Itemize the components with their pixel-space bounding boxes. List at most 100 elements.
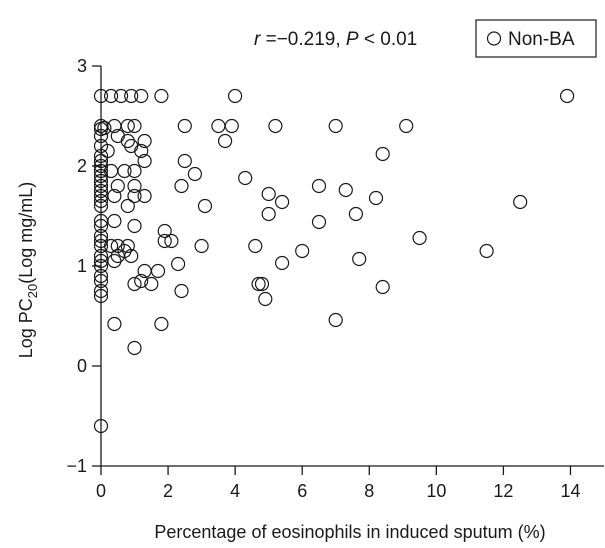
p-symbol: P <box>346 29 359 50</box>
data-point <box>103 238 119 254</box>
data-point <box>171 256 186 272</box>
data-point <box>224 118 239 134</box>
data-point <box>93 288 109 304</box>
data-point <box>311 178 327 194</box>
data-point <box>93 273 109 289</box>
data-point <box>127 218 142 234</box>
x-tick-label: 14 <box>560 481 580 501</box>
y-axis-label-prefix: Log PC <box>16 298 36 358</box>
r-value: =−0.219, <box>260 29 346 50</box>
x-tick-label: 6 <box>297 481 307 501</box>
data-point <box>134 88 149 104</box>
data-point <box>117 163 132 179</box>
x-tick-label: 2 <box>163 481 173 501</box>
data-point <box>352 251 367 267</box>
data-point <box>479 243 494 259</box>
data-point <box>93 258 109 274</box>
legend-marker <box>486 31 502 46</box>
data-point <box>134 273 149 289</box>
data-point <box>238 170 253 186</box>
data-point <box>251 276 266 292</box>
x-tick-label: 12 <box>493 481 513 501</box>
data-point <box>275 194 290 210</box>
data-point <box>93 228 109 244</box>
data-point <box>107 253 122 269</box>
data-point <box>93 418 109 434</box>
data-point <box>93 268 109 284</box>
data-point <box>120 198 135 214</box>
data-point <box>164 233 179 249</box>
data-point <box>127 178 142 194</box>
data-point <box>248 238 263 254</box>
data-point <box>399 118 414 134</box>
data-point <box>120 118 135 134</box>
data-point <box>228 88 243 104</box>
data-point <box>194 238 209 254</box>
data-point <box>154 316 169 332</box>
data-point <box>93 238 109 254</box>
data-point <box>348 206 363 222</box>
data-point <box>174 178 189 194</box>
data-point <box>97 120 112 136</box>
data-point <box>107 213 122 229</box>
data-point <box>258 291 273 307</box>
data-point <box>127 188 142 204</box>
data-point <box>177 153 192 169</box>
r-symbol: r <box>254 29 261 50</box>
y-axis-label-suffix: (Log mg/mL) <box>16 182 36 284</box>
data-point <box>107 188 122 204</box>
data-point <box>93 193 109 209</box>
data-point <box>328 312 343 328</box>
data-point <box>93 183 109 199</box>
data-point <box>375 146 390 162</box>
data-point <box>124 88 139 104</box>
data-point <box>559 88 575 104</box>
data-point <box>261 186 276 202</box>
data-point <box>127 118 142 134</box>
data-point <box>137 188 152 204</box>
data-point <box>93 148 109 164</box>
data-point <box>93 128 109 144</box>
data-point <box>93 248 109 264</box>
y-tick-label: 3 <box>77 56 87 76</box>
data-point <box>93 163 109 179</box>
legend: Non-BA <box>475 19 597 58</box>
data-point <box>154 88 169 104</box>
data-point <box>93 198 109 214</box>
data-point <box>375 279 390 295</box>
x-tick-label: 10 <box>426 481 446 501</box>
x-axis-label: Percentage of eosinophils in induced spu… <box>154 522 545 542</box>
y-tick-label: 2 <box>77 156 87 176</box>
data-point <box>177 118 192 134</box>
data-point <box>254 276 270 292</box>
data-point <box>328 118 343 134</box>
data-point <box>93 88 109 104</box>
data-point <box>93 218 109 234</box>
data-point <box>275 255 290 271</box>
data-point <box>137 153 152 169</box>
data-point <box>187 166 202 182</box>
data-point <box>144 276 159 292</box>
data-point <box>412 230 427 246</box>
x-tick-label: 0 <box>96 481 106 501</box>
data-points <box>93 88 575 434</box>
data-point <box>157 233 172 249</box>
data-point <box>93 153 109 169</box>
data-point <box>295 243 310 259</box>
data-point <box>368 190 384 206</box>
legend-box <box>475 19 597 58</box>
data-point <box>338 182 353 198</box>
data-point <box>124 138 139 154</box>
data-point <box>103 88 119 104</box>
correlation-annotation: r =−0.219, P < 0.01 <box>254 29 417 50</box>
data-point <box>127 163 142 179</box>
data-point <box>127 276 142 292</box>
data-point <box>174 283 189 299</box>
y-tick-label: −1 <box>66 456 87 476</box>
y-axis-label: Log PC20(Log mg/mL) <box>16 182 40 359</box>
data-point <box>127 340 142 356</box>
data-point <box>93 283 109 299</box>
data-point <box>107 316 122 332</box>
data-point <box>261 206 276 222</box>
